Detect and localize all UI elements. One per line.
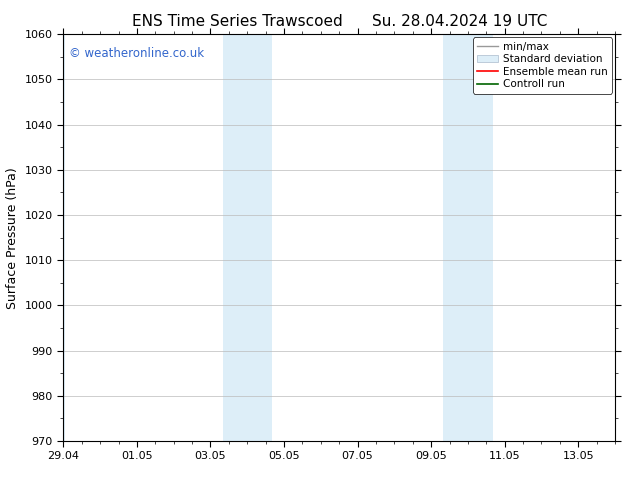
Text: © weatheronline.co.uk: © weatheronline.co.uk xyxy=(69,47,204,59)
Y-axis label: Surface Pressure (hPa): Surface Pressure (hPa) xyxy=(6,167,19,309)
Bar xyxy=(443,34,493,441)
Bar xyxy=(61,34,65,441)
Bar xyxy=(223,34,272,441)
Title: ENS Time Series Trawscoed      Su. 28.04.2024 19 UTC: ENS Time Series Trawscoed Su. 28.04.2024… xyxy=(131,14,547,29)
Legend: min/max, Standard deviation, Ensemble mean run, Controll run: min/max, Standard deviation, Ensemble me… xyxy=(473,37,612,94)
